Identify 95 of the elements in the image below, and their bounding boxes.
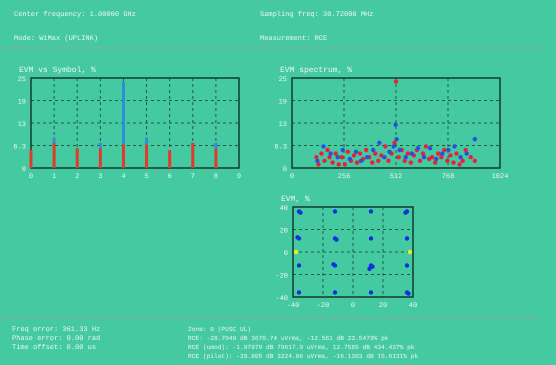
- point: [340, 155, 344, 160]
- point: [452, 144, 457, 149]
- point: [383, 144, 388, 149]
- bar: [214, 142, 218, 148]
- point: [394, 79, 398, 84]
- point: [332, 290, 338, 295]
- chart-title: EVM spectrum, %: [280, 66, 352, 75]
- point: [418, 158, 422, 163]
- point: [332, 209, 338, 214]
- point: [386, 158, 391, 163]
- point: [406, 151, 410, 156]
- bar: [98, 148, 102, 168]
- point: [358, 151, 362, 156]
- point: [396, 155, 401, 160]
- point: [327, 155, 332, 160]
- point: [342, 162, 348, 167]
- point: [370, 160, 374, 165]
- point: [364, 155, 370, 160]
- point: [322, 158, 327, 163]
- bar: [52, 137, 56, 143]
- point: [458, 155, 463, 160]
- bar: [145, 137, 148, 145]
- point: [373, 151, 378, 156]
- point: [440, 151, 445, 156]
- point: [404, 236, 410, 241]
- point: [463, 148, 468, 152]
- point: [397, 148, 402, 152]
- point: [364, 148, 368, 152]
- point: [436, 151, 440, 156]
- bar: [191, 142, 194, 168]
- point: [439, 155, 444, 160]
- point: [340, 148, 345, 152]
- point: [442, 148, 447, 152]
- point: [296, 290, 302, 295]
- point: [408, 160, 414, 165]
- point: [321, 144, 326, 149]
- point: [472, 158, 478, 163]
- point: [394, 137, 399, 142]
- point: [354, 160, 360, 165]
- point: [367, 266, 372, 272]
- bar: [168, 150, 172, 168]
- point: [330, 160, 335, 165]
- point: [433, 160, 438, 165]
- point: [404, 155, 408, 160]
- point: [336, 155, 340, 160]
- point: [430, 155, 434, 160]
- point: [445, 158, 450, 163]
- point: [464, 151, 469, 156]
- point: [336, 162, 341, 167]
- point: [393, 122, 398, 127]
- point: [368, 209, 374, 214]
- bar: [52, 142, 56, 168]
- point: [368, 236, 374, 241]
- bar: [214, 148, 218, 168]
- point: [454, 151, 459, 156]
- chart-title: EVM, %: [281, 195, 310, 204]
- point: [325, 148, 330, 152]
- point: [319, 151, 324, 156]
- point: [376, 158, 381, 163]
- point: [352, 153, 356, 158]
- point: [294, 250, 298, 254]
- point: [328, 151, 333, 156]
- point: [371, 148, 376, 152]
- point: [468, 155, 473, 160]
- point: [428, 146, 432, 150]
- point: [354, 150, 358, 154]
- point: [434, 156, 438, 162]
- point: [392, 140, 397, 145]
- point: [314, 155, 319, 160]
- point: [377, 140, 382, 145]
- point: [448, 153, 453, 158]
- bar: [76, 148, 79, 168]
- point: [460, 158, 465, 163]
- point: [424, 144, 428, 149]
- point: [368, 290, 374, 295]
- point: [408, 250, 412, 254]
- chart-title: EVM vs Symbol, %: [19, 66, 96, 75]
- bar: [122, 144, 125, 168]
- point: [333, 151, 338, 156]
- point: [296, 263, 302, 268]
- point: [457, 162, 462, 167]
- point: [404, 263, 410, 268]
- point: [472, 137, 478, 142]
- point: [422, 155, 426, 160]
- point: [451, 160, 456, 165]
- point: [391, 144, 396, 149]
- point: [315, 158, 320, 163]
- point: [402, 158, 407, 163]
- point: [346, 150, 350, 154]
- point: [446, 148, 451, 152]
- bar: [145, 144, 148, 168]
- point: [382, 155, 387, 160]
- bar: [122, 82, 125, 145]
- bar: [30, 150, 32, 168]
- bar: [98, 142, 102, 148]
